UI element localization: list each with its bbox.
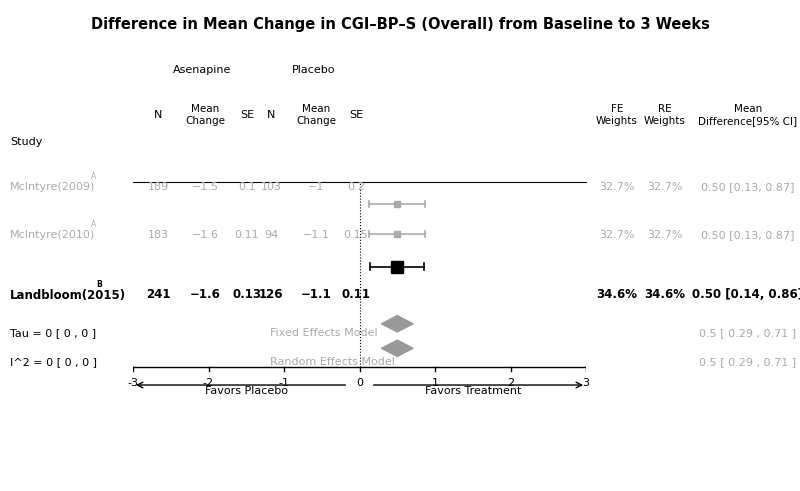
Text: Random Effects Model: Random Effects Model xyxy=(270,357,395,367)
Text: Mean
Change: Mean Change xyxy=(185,104,225,126)
Text: 34.6%: 34.6% xyxy=(645,289,686,301)
Text: 1: 1 xyxy=(431,378,438,388)
Text: 0.11: 0.11 xyxy=(234,230,259,240)
Text: RE
Weights: RE Weights xyxy=(644,104,686,126)
Text: SE: SE xyxy=(349,110,363,120)
Text: -3: -3 xyxy=(127,378,138,388)
Text: Mean
Difference[95% CI]: Mean Difference[95% CI] xyxy=(698,104,798,126)
Text: N: N xyxy=(267,110,275,120)
Text: 0.1: 0.1 xyxy=(238,182,256,192)
Text: Mean
Change: Mean Change xyxy=(296,104,336,126)
Text: -1: -1 xyxy=(278,378,290,388)
Text: -2: -2 xyxy=(203,378,214,388)
Text: SE: SE xyxy=(240,110,254,120)
Text: 0.50 [0.13, 0.87]: 0.50 [0.13, 0.87] xyxy=(702,182,794,192)
Text: 126: 126 xyxy=(258,289,283,301)
Text: Favors Treatment: Favors Treatment xyxy=(425,386,521,396)
Text: −1.1: −1.1 xyxy=(302,230,330,240)
Polygon shape xyxy=(382,316,413,332)
Text: Asenapine: Asenapine xyxy=(174,65,232,75)
Text: 94: 94 xyxy=(264,230,278,240)
Text: 183: 183 xyxy=(147,230,169,240)
Text: Tau = 0 [ 0 , 0 ]: Tau = 0 [ 0 , 0 ] xyxy=(10,328,96,338)
Text: 32.7%: 32.7% xyxy=(647,182,682,192)
Text: N: N xyxy=(154,110,162,120)
Text: 3: 3 xyxy=(582,378,590,388)
Text: Favors Placebo: Favors Placebo xyxy=(205,386,288,396)
Text: 0.50 [0.13, 0.87]: 0.50 [0.13, 0.87] xyxy=(702,230,794,240)
Text: 0.5 [ 0.29 , 0.71 ]: 0.5 [ 0.29 , 0.71 ] xyxy=(699,357,797,367)
Text: 0.2: 0.2 xyxy=(347,182,365,192)
Text: I^2 = 0 [ 0 , 0 ]: I^2 = 0 [ 0 , 0 ] xyxy=(10,357,97,367)
Polygon shape xyxy=(382,340,413,356)
Text: A: A xyxy=(90,219,96,229)
Text: 0.11: 0.11 xyxy=(342,289,370,301)
Text: 32.7%: 32.7% xyxy=(599,182,634,192)
Text: 241: 241 xyxy=(146,289,170,301)
Text: 32.7%: 32.7% xyxy=(647,230,682,240)
Text: B: B xyxy=(96,280,102,289)
Text: 0.5 [ 0.29 , 0.71 ]: 0.5 [ 0.29 , 0.71 ] xyxy=(699,328,797,338)
Text: 34.6%: 34.6% xyxy=(597,289,638,301)
Text: Difference in Mean Change in CGI–BP–S (Overall) from Baseline to 3 Weeks: Difference in Mean Change in CGI–BP–S (O… xyxy=(90,17,710,32)
Text: −1: −1 xyxy=(308,182,324,192)
Text: 0.15: 0.15 xyxy=(344,230,368,240)
Text: −1.6: −1.6 xyxy=(190,289,221,301)
Text: FE
Weights: FE Weights xyxy=(596,104,638,126)
Text: 189: 189 xyxy=(147,182,169,192)
Text: 2: 2 xyxy=(507,378,514,388)
Text: 0: 0 xyxy=(356,378,363,388)
Text: 0.13: 0.13 xyxy=(233,289,262,301)
Text: Study: Study xyxy=(10,137,42,147)
Text: 0.50 [0.14, 0.86]: 0.50 [0.14, 0.86] xyxy=(693,289,800,301)
Text: Fixed Effects Model: Fixed Effects Model xyxy=(270,328,378,338)
Text: A: A xyxy=(90,172,96,181)
Text: McIntyre(2010): McIntyre(2010) xyxy=(10,230,95,240)
Text: McIntyre(2009): McIntyre(2009) xyxy=(10,182,95,192)
Text: Placebo: Placebo xyxy=(292,65,335,75)
Text: −1.6: −1.6 xyxy=(191,230,218,240)
Text: −1.5: −1.5 xyxy=(191,182,218,192)
Text: Landbloom(2015): Landbloom(2015) xyxy=(10,289,126,301)
Text: 103: 103 xyxy=(261,182,282,192)
Text: −1.1: −1.1 xyxy=(301,289,331,301)
Text: 32.7%: 32.7% xyxy=(599,230,634,240)
